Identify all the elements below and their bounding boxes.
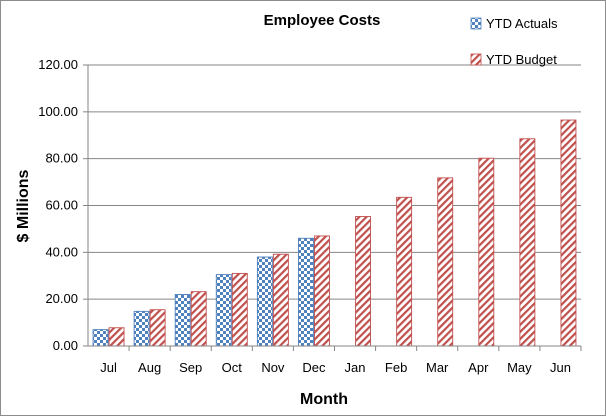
x-axis-ticks: Jul Aug Sep Oct Nov Dec Jan Feb Mar Apr May Jun	[100, 346, 582, 375]
x-tick-label: Jan	[345, 360, 366, 375]
x-tick-label: Feb	[385, 360, 407, 375]
bar-ytd-actuals	[256, 256, 273, 347]
x-tick-label: Sep	[179, 360, 202, 375]
y-tick-label: 20.00	[45, 291, 78, 306]
y-tick-label: 80.00	[45, 151, 78, 166]
x-tick-label: Aug	[138, 360, 161, 375]
legend-label-actuals: YTD Actuals	[486, 16, 558, 31]
bar-ytd-budget	[108, 327, 125, 347]
chart-title: Employee Costs	[264, 12, 381, 29]
legend-swatch-budget	[470, 53, 482, 66]
bar-ytd-budget	[231, 272, 248, 347]
y-tick-label: 40.00	[45, 244, 78, 259]
legend-item-actuals: YTD Actuals	[470, 16, 558, 31]
x-axis-title: Month	[300, 391, 348, 408]
x-tick-label: Oct	[222, 360, 243, 375]
y-tick-label: 100.00	[38, 104, 78, 119]
x-tick-label: Jul	[100, 360, 117, 375]
bar-ytd-budget	[519, 138, 536, 347]
x-tick-label: Mar	[426, 360, 449, 375]
gridlines	[88, 64, 581, 300]
y-axis-ticks: 0.00 20.00 40.00 60.00 80.00 100.00 120.00	[38, 57, 88, 353]
bar-ytd-budget	[560, 119, 577, 347]
legend-swatch-actuals	[470, 17, 482, 30]
bar-ytd-budget	[355, 216, 371, 347]
bar-ytd-budget	[314, 235, 330, 347]
x-tick-label: Nov	[261, 360, 285, 375]
bar-ytd-actuals	[92, 329, 109, 347]
bar-ytd-budget	[149, 309, 166, 347]
x-tick-label: May	[507, 360, 532, 375]
bar-ytd-actuals	[215, 274, 232, 347]
bar-ytd-budget	[190, 291, 207, 347]
y-tick-label: 120.00	[38, 57, 78, 72]
x-tick-label: Apr	[468, 360, 489, 375]
bar-ytd-budget	[272, 253, 289, 347]
legend-label-budget: YTD Budget	[486, 52, 557, 67]
legend: YTD Actuals YTD Budget	[470, 16, 558, 67]
legend-item-budget: YTD Budget	[470, 52, 557, 67]
bar-ytd-budget	[396, 196, 413, 347]
bar-ytd-actuals	[298, 237, 314, 347]
bar-ytd-actuals	[133, 310, 150, 347]
y-tick-label: 0.00	[53, 338, 78, 353]
y-tick-label: 60.00	[45, 198, 78, 213]
y-axis-title: $ Millions	[15, 169, 32, 242]
x-tick-label: Dec	[302, 360, 326, 375]
bars	[92, 119, 577, 347]
bar-ytd-budget	[437, 177, 454, 347]
x-tick-label: Jun	[550, 360, 571, 375]
bar-ytd-budget	[478, 157, 495, 347]
bar-ytd-actuals	[174, 294, 191, 347]
